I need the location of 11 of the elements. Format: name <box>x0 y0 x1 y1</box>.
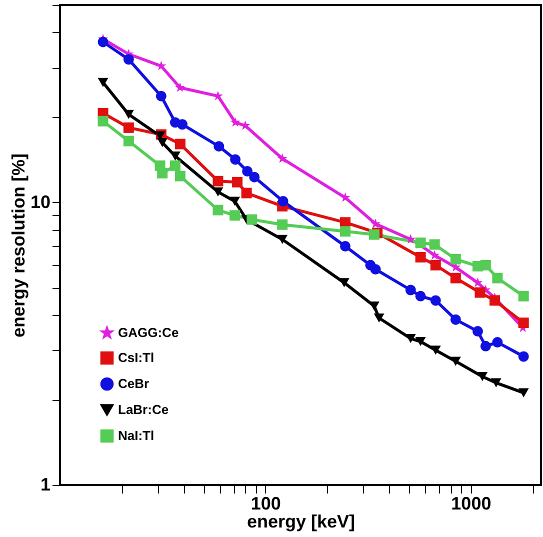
legend-label: CsI:Tl <box>118 350 154 365</box>
legend-label: LaBr:Ce <box>118 402 169 417</box>
y-tick-label: 1 <box>40 474 50 494</box>
y-tick-label: 10 <box>30 192 50 212</box>
legend-label: CeBr <box>118 376 150 391</box>
legend-label: GAGG:Ce <box>118 325 179 340</box>
x-axis-title: energy [keV] <box>246 512 356 532</box>
legend-label: NaI:Tl <box>118 428 154 443</box>
x-tick-label: 100 <box>250 494 281 514</box>
y-axis-title: energy resolution [%] <box>8 153 28 338</box>
x-tick-label: 1000 <box>451 494 492 514</box>
